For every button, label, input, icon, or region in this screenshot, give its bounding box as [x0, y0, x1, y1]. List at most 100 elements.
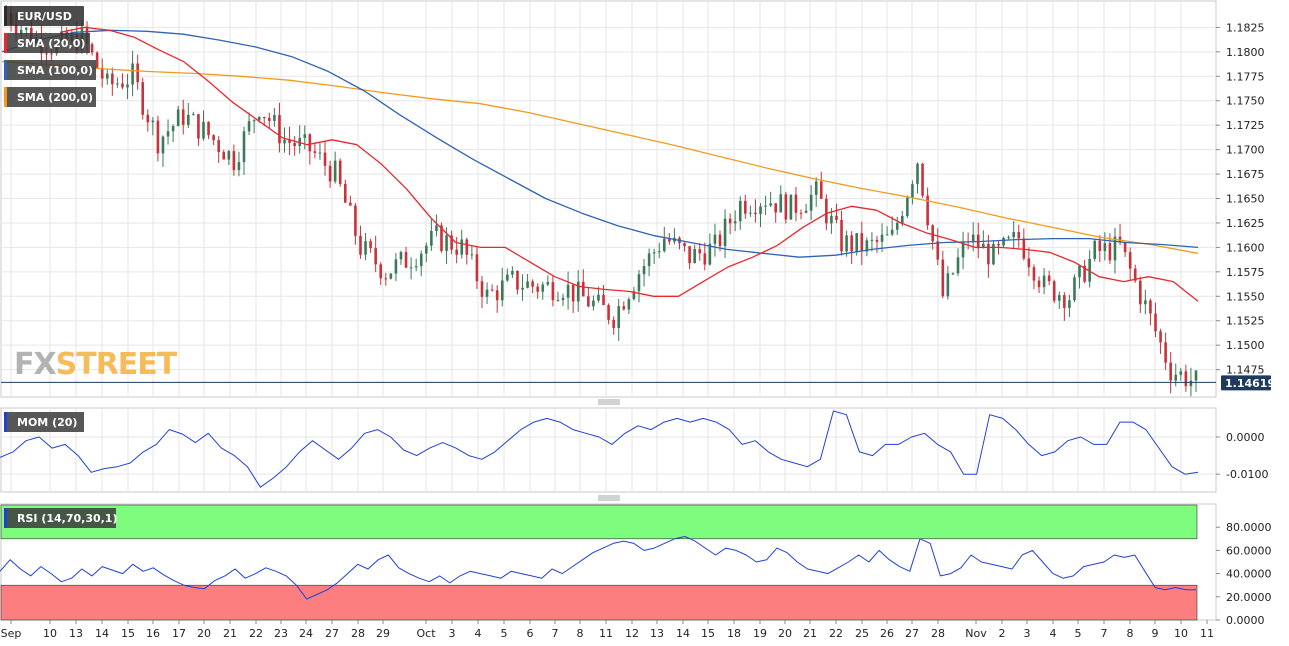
candle-body: [460, 239, 464, 255]
x-tick-label: 26: [880, 627, 894, 640]
candle-body: [789, 194, 793, 220]
y-tick-label: 1.1800: [1226, 46, 1265, 59]
x-tick-label: 8: [577, 627, 584, 640]
candle-body: [612, 319, 615, 328]
candle-body: [455, 249, 458, 255]
candle-body: [607, 305, 610, 320]
candle-body: [794, 194, 798, 213]
candle-body: [637, 274, 641, 292]
x-tick-label: 22: [829, 627, 843, 640]
logo-fx: FX: [14, 347, 56, 382]
panel-resize-handle-1[interactable]: [598, 399, 620, 405]
x-tick-label: 10: [1174, 627, 1188, 640]
candle-body: [1144, 300, 1147, 305]
x-tick-label: 24: [299, 627, 313, 640]
candle-body: [369, 241, 372, 249]
rsi-zones: [0, 504, 1198, 621]
candle-body: [1017, 232, 1021, 239]
candle-body: [546, 282, 550, 285]
x-tick-label: Sep: [1, 627, 22, 640]
candle-body: [313, 151, 317, 154]
y-tick-label: 1.1550: [1226, 290, 1265, 303]
candle-body: [136, 63, 139, 83]
candle-body: [657, 251, 661, 253]
x-tick-label: 4: [475, 627, 482, 640]
candle-body: [1169, 362, 1172, 381]
candle-body: [338, 160, 342, 184]
candle-body: [703, 253, 707, 265]
x-tick-label: 29: [376, 627, 390, 640]
legend-symbol-text: EUR/USD: [17, 10, 72, 23]
candle-body: [632, 291, 636, 300]
y-tick-label: 1.1500: [1226, 339, 1265, 352]
x-tick-label: 21: [223, 627, 237, 640]
candle-body: [617, 306, 621, 328]
candle-body: [531, 281, 534, 287]
x-tick-label: 11: [599, 627, 613, 640]
y-tick-label: 1.1700: [1226, 144, 1265, 157]
y-tick-label: 1.1600: [1226, 241, 1265, 254]
candle-body: [581, 281, 585, 297]
candle-body: [90, 44, 94, 53]
x-tick-label: 14: [676, 627, 690, 640]
legend-sma20-text: SMA (20,0): [17, 37, 85, 50]
candle-body: [105, 73, 109, 79]
candle-body: [870, 239, 874, 241]
candle-body: [1154, 313, 1157, 332]
x-tick-label: 10: [43, 627, 57, 640]
candle-body: [987, 243, 990, 265]
candle-body: [971, 234, 975, 242]
candle-body: [1047, 275, 1051, 282]
candle-body: [409, 267, 413, 269]
candle-body: [116, 83, 119, 85]
rsi-polyline: [0, 536, 1196, 600]
candle-body: [683, 243, 686, 247]
legend-rsi[interactable]: RSI (14,70,30,1): [4, 508, 117, 528]
x-tick-label: 25: [855, 627, 869, 640]
candle-body: [419, 253, 423, 267]
x-tick-label: 11: [1200, 627, 1214, 640]
candle-body: [850, 235, 853, 252]
panel-resize-handles[interactable]: [598, 399, 620, 501]
y-tick-label: 1.1625: [1226, 217, 1265, 230]
legend-sma200[interactable]: SMA (200,0): [4, 87, 96, 107]
legend-sma100[interactable]: SMA (100,0): [4, 60, 96, 80]
candle-body: [506, 274, 509, 281]
candle-body: [830, 215, 833, 224]
candle-body: [374, 248, 377, 265]
candle-body: [1073, 277, 1076, 301]
candle-body: [1063, 295, 1066, 308]
candle-body: [769, 203, 772, 206]
sma100-line: [1, 29, 1199, 258]
candle-body: [1128, 252, 1132, 269]
candle-body: [526, 281, 529, 288]
candle-body: [1093, 240, 1097, 259]
candle-body: [485, 289, 489, 297]
candle-body: [227, 151, 231, 160]
candle-body: [1052, 281, 1056, 301]
x-tick-label: 27: [905, 627, 919, 640]
candle-body: [111, 73, 114, 85]
candle-body: [1123, 242, 1127, 253]
candle-body: [668, 238, 671, 242]
candle-body: [207, 121, 210, 136]
candle-body: [622, 306, 626, 310]
candle-body: [819, 181, 823, 199]
x-tick-label: 17: [172, 627, 186, 640]
legend-sma20[interactable]: SMA (20,0): [4, 33, 90, 53]
x-tick-label: 3: [1024, 627, 1031, 640]
candle-body: [430, 230, 433, 246]
candle-body: [774, 203, 778, 213]
x-tick-label: 18: [727, 627, 741, 640]
candle-body: [835, 215, 838, 220]
candle-body: [688, 246, 691, 264]
candle-body: [855, 233, 859, 252]
y-tick-label: 1.1725: [1226, 119, 1265, 132]
legend-mom[interactable]: MOM (20): [4, 412, 84, 432]
candle-body: [759, 206, 762, 215]
candle-body: [440, 225, 443, 251]
panel-resize-handle-2[interactable]: [598, 495, 620, 501]
candle-body: [900, 215, 904, 223]
x-tick-label: 6: [527, 627, 534, 640]
